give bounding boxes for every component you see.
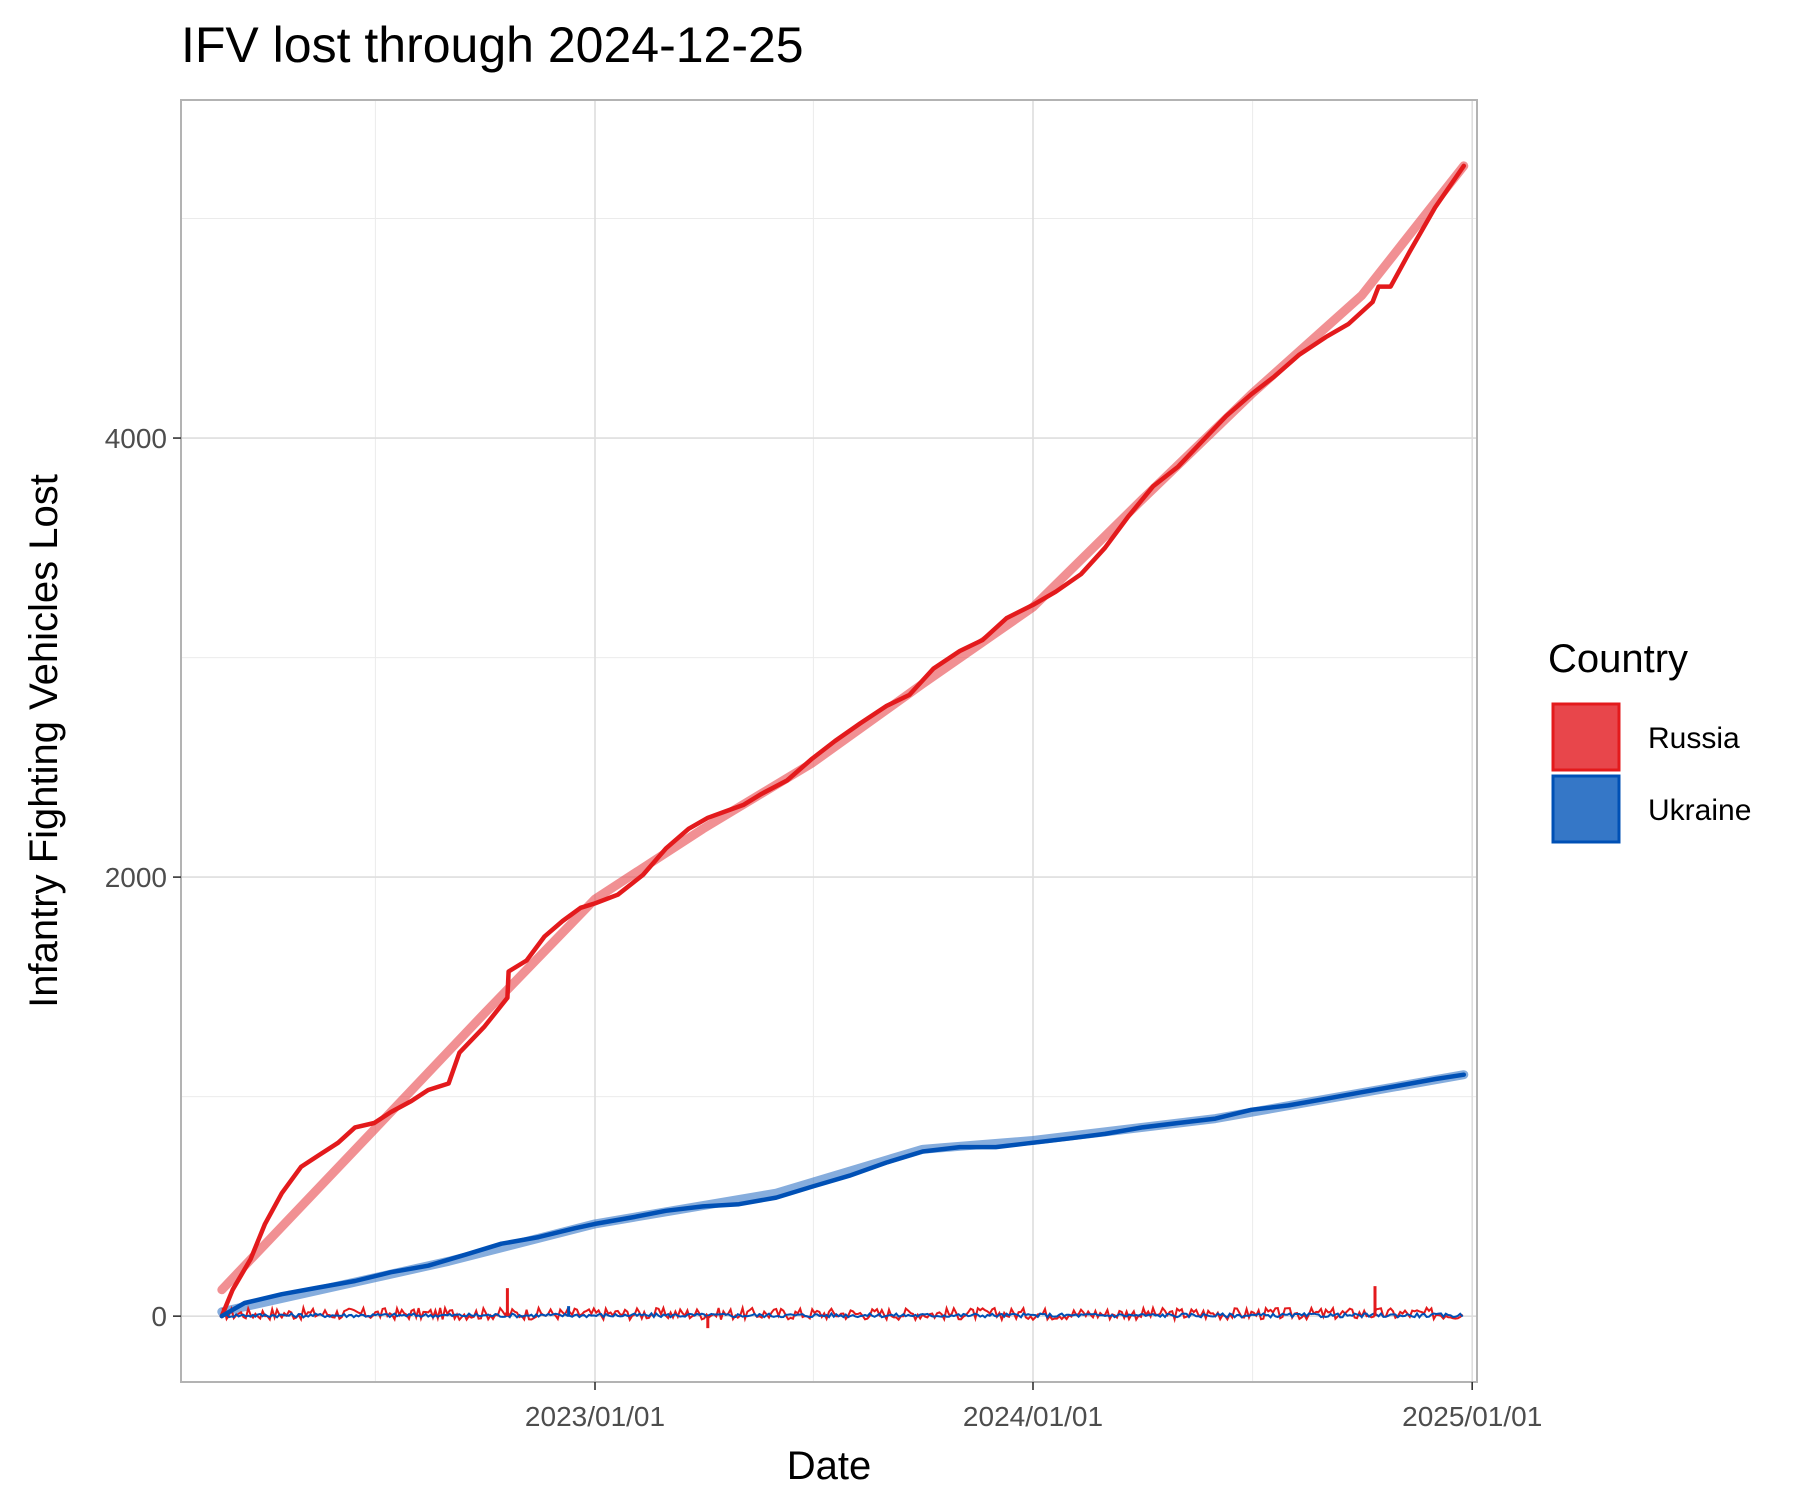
grid-minor xyxy=(181,100,1477,1382)
legend-label-russia: Russia xyxy=(1648,722,1740,755)
y-tick-label: 4000 xyxy=(105,423,167,454)
x-tick-label: 2023/01/01 xyxy=(525,1401,665,1432)
legend-swatch-ukraine xyxy=(1551,774,1621,844)
daily-line-ukraine xyxy=(221,1311,1464,1320)
x-tick-label: 2024/01/01 xyxy=(963,1401,1103,1432)
legend: Country Russia Ukraine xyxy=(1548,637,1751,844)
series-layer xyxy=(219,163,1467,1319)
x-axis-ticks: 2023/01/01 2024/01/01 2025/01/01 xyxy=(525,1382,1542,1432)
daily-layer xyxy=(221,1286,1464,1329)
y-axis-ticks: 0 2000 4000 xyxy=(105,423,181,1332)
trend-layer xyxy=(217,161,1469,1317)
y-tick-label: 2000 xyxy=(105,862,167,893)
chart-title: IFV lost through 2024-12-25 xyxy=(181,17,804,73)
y-axis-title: Infantry Fighting Vehicles Lost xyxy=(22,474,66,1008)
legend-swatch-russia xyxy=(1551,702,1621,772)
series-line-russia xyxy=(219,163,1467,1319)
legend-items: Russia Ukraine xyxy=(1551,702,1751,844)
x-axis-title: Date xyxy=(787,1444,872,1488)
trend-line-russia xyxy=(217,161,1469,1295)
y-tick-label: 0 xyxy=(151,1301,167,1332)
legend-title: Country xyxy=(1548,637,1688,681)
daily-line-russia xyxy=(221,1303,1464,1324)
x-tick-label: 2025/01/01 xyxy=(1402,1401,1542,1432)
trend-line-ukraine xyxy=(217,1070,1469,1317)
legend-label-ukraine: Ukraine xyxy=(1648,794,1751,827)
series-line-ukraine xyxy=(219,1072,1467,1319)
panel-border xyxy=(180,99,1478,1383)
